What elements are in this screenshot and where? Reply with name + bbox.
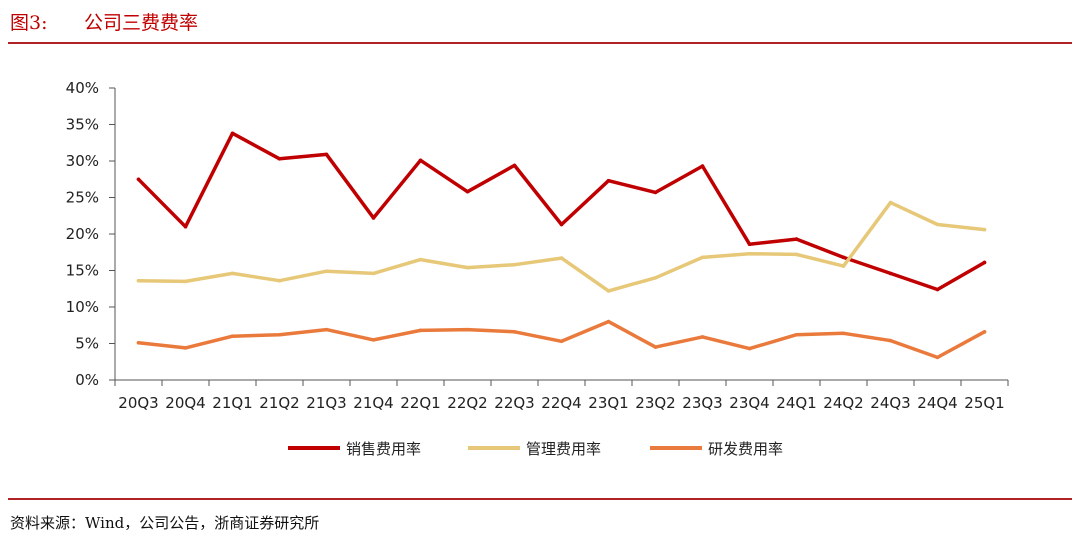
x-tick-label: 23Q2 (635, 394, 675, 412)
series-3-point (889, 339, 893, 343)
x-tick-label: 24Q1 (776, 394, 816, 412)
series-3-point (466, 328, 470, 332)
legend-label-3: 研发费用率 (708, 440, 783, 458)
x-tick-label: 24Q3 (870, 394, 910, 412)
series-1-point (795, 237, 799, 241)
series-1-point (654, 191, 658, 195)
series-2-point (701, 256, 705, 260)
x-tick-label: 20Q4 (165, 394, 205, 412)
legend-label-2: 管理费用率 (526, 440, 601, 458)
series-line-2 (139, 203, 985, 291)
series-3-point (372, 338, 376, 342)
series-1-point (419, 158, 423, 162)
series-2-point (325, 269, 329, 273)
y-tick-label: 40% (66, 79, 99, 97)
series-1-point (278, 157, 282, 161)
series-3-point (842, 331, 846, 335)
series-1-point (137, 177, 141, 181)
series-3-point (607, 320, 611, 324)
series-3-point (137, 341, 141, 345)
series-3-point (654, 345, 658, 349)
series-2-point (560, 256, 564, 260)
x-tick-label: 25Q1 (964, 394, 1004, 412)
x-tick-label: 24Q2 (823, 394, 863, 412)
series-line-1 (139, 133, 985, 289)
series-2-point (842, 264, 846, 268)
x-tick-label: 23Q4 (729, 394, 769, 412)
series-3-point (748, 347, 752, 351)
x-tick-label: 23Q1 (588, 394, 628, 412)
series-1-point (983, 261, 987, 265)
series-2-point (983, 228, 987, 232)
x-tick-label: 21Q3 (306, 394, 346, 412)
x-tick-label: 22Q4 (541, 394, 581, 412)
series-1-point (231, 131, 235, 135)
series-1-point (466, 190, 470, 194)
series-3-point (560, 340, 564, 344)
series-1-point (325, 153, 329, 157)
x-tick-label: 21Q4 (353, 394, 393, 412)
series-3-point (795, 333, 799, 337)
series-2-point (936, 223, 940, 227)
series-3-point (936, 356, 940, 360)
y-tick-label: 30% (66, 152, 99, 170)
series-3-point (278, 333, 282, 337)
series-3-point (184, 346, 188, 350)
legend-label-1: 销售费用率 (346, 440, 421, 458)
x-tick-label: 22Q1 (400, 394, 440, 412)
series-2-point (466, 266, 470, 270)
series-2-point (184, 280, 188, 284)
series-3-point (419, 329, 423, 333)
series-1-point (560, 223, 564, 227)
series-1-point (184, 225, 188, 229)
series-2-point (748, 252, 752, 256)
x-tick-label: 22Q2 (447, 394, 487, 412)
line-chart: 0% 5% 10% 15% 20% 25% 30% 35% 40% 20Q3 20Q4 21Q1 21Q… (0, 0, 1078, 498)
series-3-point (513, 330, 517, 334)
series-2-point (513, 263, 517, 267)
x-tick-label: 20Q3 (118, 394, 158, 412)
y-tick-label: 5% (75, 335, 99, 353)
x-tick-label: 22Q3 (494, 394, 534, 412)
series-3-point (231, 334, 235, 338)
y-tick-label: 10% (66, 298, 99, 316)
series-1-point (372, 216, 376, 220)
series-2-point (795, 253, 799, 257)
series-1-point (842, 256, 846, 260)
x-tick-label: 24Q4 (917, 394, 957, 412)
y-tick-label: 20% (66, 225, 99, 243)
series-2-point (419, 258, 423, 262)
x-tick-label: 21Q2 (259, 394, 299, 412)
series-line-3 (139, 322, 985, 358)
series-1-point (936, 288, 940, 292)
series-2-point (607, 289, 611, 293)
y-tick-label: 15% (66, 262, 99, 280)
series-1-point (607, 179, 611, 183)
y-tick-label: 35% (66, 116, 99, 134)
x-tick-label: 21Q1 (212, 394, 252, 412)
source-note: 资料来源：Wind，公司公告，浙商证券研究所 (10, 512, 319, 533)
footer-rule (8, 498, 1072, 500)
series-1-point (513, 164, 517, 168)
series-2-point (654, 276, 658, 280)
series-2-point (231, 272, 235, 276)
series-2-point (372, 272, 376, 276)
series-3-point (983, 330, 987, 334)
y-tick-label: 25% (66, 189, 99, 207)
series-3-point (701, 335, 705, 339)
y-tick-label: 0% (75, 371, 99, 389)
series-1-point (889, 272, 893, 276)
series-1-point (701, 164, 705, 168)
x-tick-label: 23Q3 (682, 394, 722, 412)
series-3-point (325, 328, 329, 332)
series-2-point (137, 279, 141, 283)
series-1-point (748, 242, 752, 246)
series-2-point (889, 201, 893, 205)
series-2-point (278, 279, 282, 283)
